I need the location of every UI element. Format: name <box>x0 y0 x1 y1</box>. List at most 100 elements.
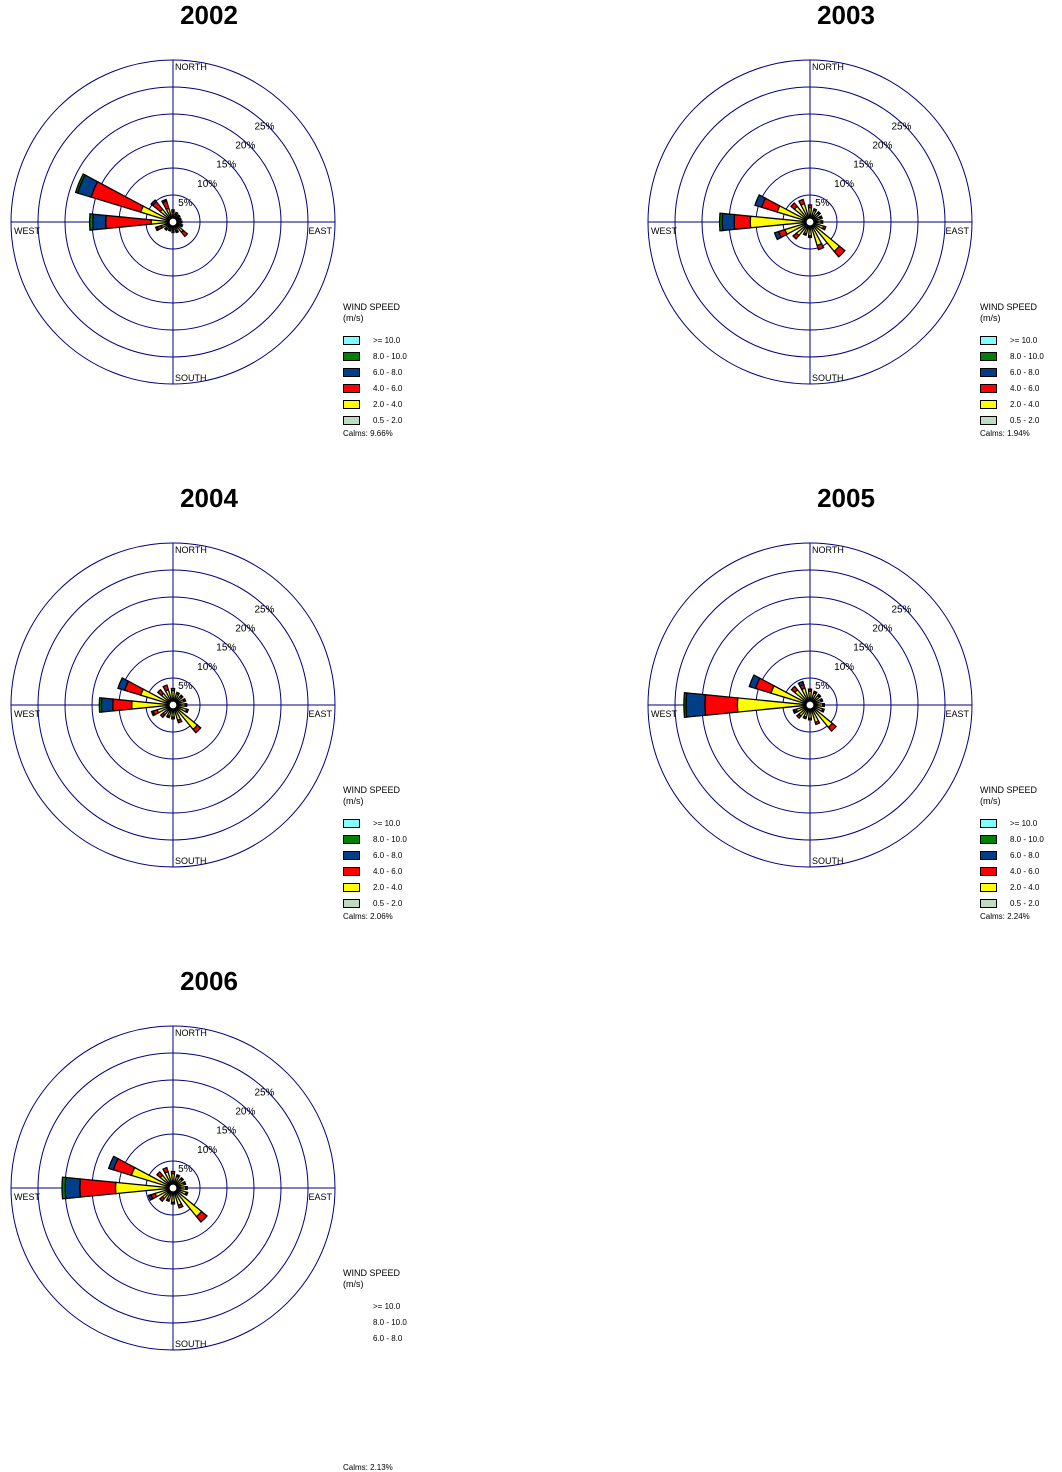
petal-segment <box>816 210 822 216</box>
legend-unit: (m/s) <box>980 313 1001 323</box>
compass-label-south: SOUTH <box>812 373 844 383</box>
legend-label: 2.0 - 4.0 <box>1010 883 1040 892</box>
chart-title: 2004 <box>180 483 238 513</box>
petal-segment <box>179 1176 185 1182</box>
calms-label: Calms: 1.94% <box>980 429 1030 438</box>
calms-label: Calms: 2.06% <box>343 912 393 921</box>
ring <box>37 86 309 358</box>
ring-label: 20% <box>235 1107 255 1118</box>
legend: WIND SPEED (m/s) >= 10.0 8.0 - 10.0 6.0 - 8.… <box>343 302 433 438</box>
calms-label: Calms: 2.13% <box>343 1463 393 1472</box>
petal-segment <box>170 1192 176 1203</box>
wind-rose-2002: NORTH SOUTH EAST WEST 5% 10% 15% 20% 25% <box>10 59 336 385</box>
legend-swatch <box>343 899 360 908</box>
compass-label-east: EAST <box>945 709 969 719</box>
compass-label-north: NORTH <box>175 1028 207 1038</box>
legend-title: WIND SPEED <box>980 785 1038 795</box>
ring-label: 5% <box>178 681 193 692</box>
petal-segment <box>88 213 94 231</box>
legend-unit: (m/s) <box>343 796 364 806</box>
petal-segment <box>808 709 812 719</box>
compass-label-south: SOUTH <box>175 373 207 383</box>
legend-label: >= 10.0 <box>373 819 401 828</box>
calms-label: Calms: 2.24% <box>980 912 1030 921</box>
petal-segment <box>174 229 180 234</box>
petal-segment <box>147 1193 154 1201</box>
petal-segment <box>754 194 767 209</box>
compass-label-north: NORTH <box>812 545 844 555</box>
wind-rose-2006: NORTH SOUTH EAST WEST 5% 10% 15% 20% 25% <box>10 1025 336 1351</box>
ring-label: 20% <box>872 624 892 635</box>
petal-segment <box>184 702 188 708</box>
legend-label: 8.0 - 10.0 <box>1010 835 1044 844</box>
legend-swatch <box>343 416 360 425</box>
compass-label-south: SOUTH <box>812 856 844 866</box>
legend-unit: (m/s) <box>980 796 1001 806</box>
legend-swatch <box>343 819 360 828</box>
legend: WIND SPEED (m/s) >= 10.0 8.0 - 10.0 6.0 - 8.… <box>343 785 433 921</box>
petal-segment <box>162 1166 169 1174</box>
petal-segment <box>61 1176 67 1200</box>
ring-label: 25% <box>891 122 911 133</box>
petal-segment <box>182 1180 187 1186</box>
ring <box>64 596 282 814</box>
petal-segment <box>184 708 190 714</box>
ring-label: 5% <box>815 681 830 692</box>
legend-swatch <box>980 819 997 828</box>
petal-segment <box>792 232 800 240</box>
petal-segment <box>79 1178 117 1198</box>
petal-segment <box>195 1210 208 1223</box>
legend-label: 6.0 - 8.0 <box>373 1334 403 1343</box>
ring-label: 25% <box>254 1088 274 1099</box>
petal-segment <box>150 710 156 717</box>
petal-segment <box>175 691 181 696</box>
legend-label: >= 10.0 <box>1010 819 1038 828</box>
petal-segment <box>790 202 799 211</box>
petal-segment <box>158 1195 166 1203</box>
ring-label: 25% <box>254 122 274 133</box>
legend-label: 2.0 - 4.0 <box>373 883 403 892</box>
petal-segment <box>819 697 824 703</box>
petal-segment <box>170 687 176 692</box>
legend: WIND SPEED (m/s) >= 10.0 8.0 - 10.0 6.0 - 8.… <box>980 302 1062 438</box>
petal-segment <box>74 173 86 194</box>
compass-label-west: WEST <box>14 226 41 236</box>
wind-rose-2003: NORTH SOUTH EAST WEST 5% 10% 15% 20% 25% <box>647 59 973 385</box>
ring <box>10 542 336 868</box>
calms-label: Calms: 9.66% <box>343 429 393 438</box>
petal-segment <box>178 217 182 221</box>
petal-segment <box>814 720 821 726</box>
legend-swatch <box>343 851 360 860</box>
calm-circle <box>804 699 816 711</box>
legend-unit: (m/s) <box>343 313 364 323</box>
legend-label: 4.0 - 6.0 <box>373 867 403 876</box>
legend-swatch <box>980 336 997 345</box>
ring-label: 25% <box>891 605 911 616</box>
petal-segment <box>773 230 783 241</box>
legend-swatch <box>343 336 360 345</box>
compass-label-south: SOUTH <box>175 856 207 866</box>
petal-segment <box>818 215 823 220</box>
legend-title: WIND SPEED <box>343 302 401 312</box>
compass-label-east: EAST <box>308 226 332 236</box>
calm-circle <box>804 216 816 228</box>
petal-segment <box>165 1197 171 1203</box>
petal-segment <box>163 226 169 232</box>
ring <box>701 113 919 331</box>
legend-label: 6.0 - 8.0 <box>1010 851 1040 860</box>
ring <box>674 569 946 841</box>
ring-label: 20% <box>872 141 892 152</box>
wind-rose-2004: NORTH SOUTH EAST WEST 5% 10% 15% 20% 25% <box>10 542 336 868</box>
petal-segment <box>170 690 176 701</box>
petal-segment <box>821 225 827 231</box>
petal-segment <box>192 724 202 734</box>
compass-label-north: NORTH <box>812 62 844 72</box>
legend-swatch <box>980 416 997 425</box>
ring-label: 15% <box>216 1126 236 1137</box>
petal-segment <box>171 230 175 234</box>
petal-segment <box>798 198 806 206</box>
legend: WIND SPEED (m/s) >= 10.0 8.0 - 10.0 6.0 - 8.… <box>980 785 1062 921</box>
petal-segment <box>92 213 107 231</box>
legend-label: 4.0 - 6.0 <box>373 384 403 393</box>
legend-label: 2.0 - 4.0 <box>1010 400 1040 409</box>
